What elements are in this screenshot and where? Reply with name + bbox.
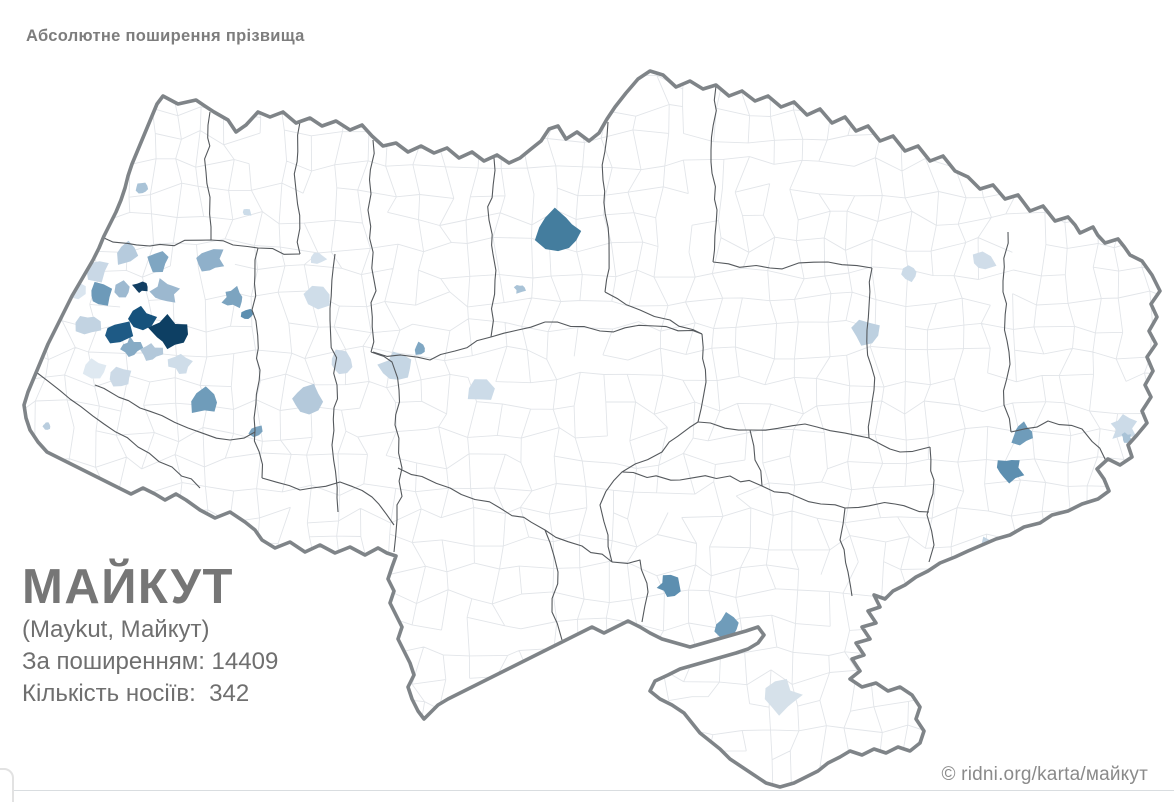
district-patch[interactable] (128, 305, 158, 331)
oblast-border (397, 467, 613, 563)
oblast-border (94, 384, 256, 441)
oblast-border (490, 321, 546, 338)
district-patch[interactable] (196, 249, 225, 272)
oblast-border (293, 121, 301, 255)
district-patch[interactable] (135, 182, 149, 194)
district-patch[interactable] (467, 379, 495, 400)
oblast-border (866, 267, 876, 439)
district-patch[interactable] (534, 207, 582, 252)
district-patch[interactable] (331, 349, 353, 375)
oblast-border (35, 371, 201, 489)
surname-info-panel: МАЙКУТ (Maykut, Майкут) За поширенням: 1… (22, 561, 278, 710)
surname-rank: За поширенням: 14409 (22, 648, 279, 676)
oblast-border (868, 437, 931, 453)
district-patch[interactable] (42, 422, 51, 430)
oblast-border (487, 157, 497, 338)
oblast-border (710, 85, 718, 263)
district-patch[interactable] (109, 366, 132, 387)
oblast-border (544, 529, 563, 641)
oblast-borders (35, 85, 1107, 641)
district-patch[interactable] (86, 261, 109, 283)
district-patch[interactable] (117, 240, 139, 265)
oblast-border (1002, 231, 1012, 433)
district-patch[interactable] (242, 209, 252, 216)
district-patch[interactable] (147, 251, 169, 273)
district-patch[interactable] (120, 336, 144, 357)
district-patch[interactable] (901, 265, 917, 283)
district-patch[interactable] (972, 251, 997, 270)
oblast-border (329, 253, 339, 513)
oblast-border (544, 321, 703, 335)
surname-variants: (Maykut, Майкут) (22, 615, 210, 643)
district-patch[interactable] (996, 460, 1025, 484)
district-patch[interactable] (191, 386, 217, 413)
district-patch[interactable] (656, 574, 681, 597)
bottom-left-panel-corner (0, 768, 14, 802)
district-patch[interactable] (1121, 432, 1133, 443)
district-patch[interactable] (1110, 414, 1138, 439)
district-patch[interactable] (105, 321, 134, 344)
oblast-border (204, 111, 212, 240)
district-patch[interactable] (149, 278, 181, 303)
oblast-border (1010, 420, 1107, 462)
oblast-border (367, 139, 377, 353)
oblast-border (372, 336, 492, 361)
oblast-border (370, 351, 403, 553)
oblast-border (839, 507, 853, 597)
oblast-border (604, 291, 703, 335)
oblast-border (103, 237, 301, 255)
surname-count: Кількість носіїв: 342 (22, 680, 250, 708)
surname-title: МАЙКУТ (22, 560, 234, 614)
district-patch[interactable] (764, 679, 803, 716)
district-patch[interactable] (414, 341, 425, 355)
copyright-credit: © ridni.org/karta/майкут (941, 764, 1148, 785)
oblast-border (601, 121, 610, 293)
district-patch[interactable] (140, 343, 164, 361)
district-patch[interactable] (132, 281, 148, 294)
district-patches (42, 182, 1138, 716)
oblast-border (261, 477, 395, 526)
oblast-border (697, 421, 870, 439)
district-patch[interactable] (377, 351, 412, 380)
district-patch[interactable] (91, 281, 113, 306)
district-patch[interactable] (82, 358, 107, 379)
district-patch[interactable] (167, 353, 193, 374)
oblast-border (621, 471, 763, 487)
district-patch[interactable] (311, 252, 328, 264)
map-subtitle: Абсолютне поширення прізвища (26, 27, 305, 45)
bottom-divider (0, 790, 1174, 791)
district-patch[interactable] (221, 285, 243, 309)
district-patch[interactable] (303, 285, 330, 310)
oblast-border (611, 559, 649, 623)
oblast-border (697, 333, 707, 423)
country-border (22, 69, 1162, 789)
district-patch[interactable] (1011, 421, 1033, 446)
oblast-border (926, 446, 935, 563)
district-patch[interactable] (292, 383, 324, 415)
district-patch[interactable] (513, 285, 526, 294)
district-patch[interactable] (147, 314, 188, 350)
oblast-border (712, 261, 873, 270)
district-patch[interactable] (114, 280, 130, 298)
district-patch[interactable] (240, 308, 254, 319)
district-patch[interactable] (75, 316, 102, 335)
oblast-border (251, 247, 264, 479)
district-patch[interactable] (851, 319, 880, 346)
oblast-border (749, 429, 763, 487)
